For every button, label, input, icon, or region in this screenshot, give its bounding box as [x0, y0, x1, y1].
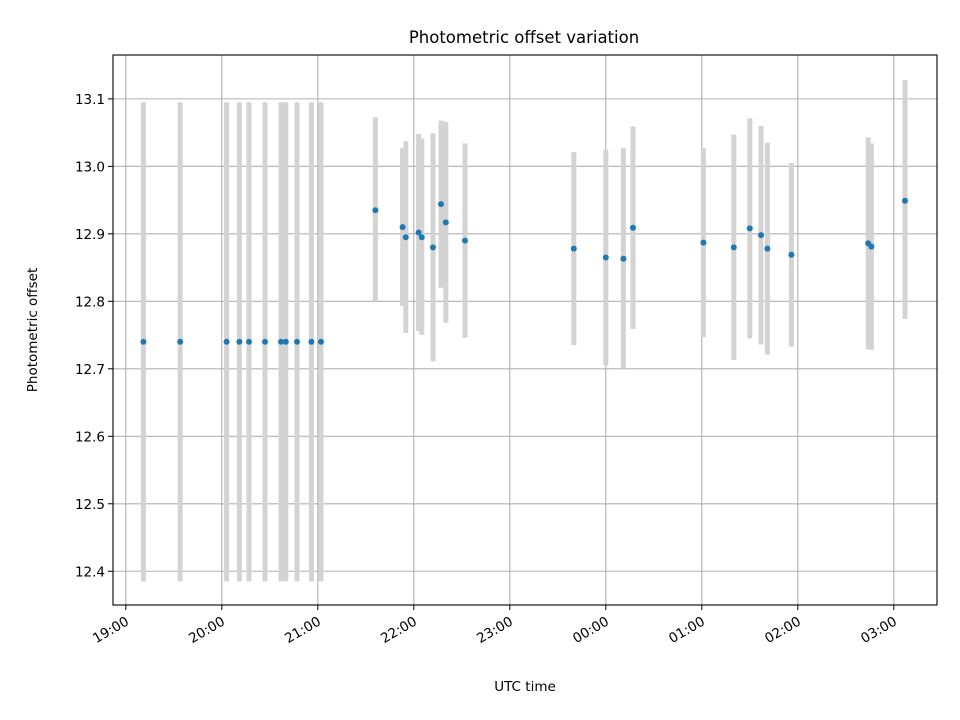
y-tick-label: 13.0 — [75, 159, 105, 175]
data-points — [140, 197, 908, 345]
x-axis-label: UTC time — [494, 679, 556, 695]
data-point — [372, 207, 379, 214]
data-point — [177, 338, 184, 345]
x-tick-label: 22:00 — [378, 614, 420, 647]
data-point — [294, 338, 300, 345]
y-axis-label: Photometric offset — [25, 268, 41, 392]
errorbars — [140, 79, 908, 582]
data-point — [278, 338, 284, 345]
x-tick-label: 00:00 — [570, 614, 612, 647]
y-tick-label: 12.7 — [75, 362, 105, 378]
data-point — [399, 224, 406, 231]
data-point — [570, 245, 577, 252]
data-point — [462, 237, 468, 244]
data-point — [730, 244, 737, 251]
data-point — [746, 225, 753, 232]
y-tick-label: 12.4 — [75, 564, 105, 580]
data-point — [318, 338, 324, 345]
data-point — [868, 243, 875, 250]
x-tick-label: 02:00 — [762, 614, 804, 647]
data-point — [262, 338, 268, 345]
data-point — [140, 338, 147, 345]
data-point — [236, 338, 243, 345]
y-tick-label: 12.8 — [75, 294, 105, 310]
y-tick-label: 12.6 — [75, 429, 105, 445]
x-tick-label: 03:00 — [858, 614, 900, 647]
data-point — [415, 229, 422, 236]
data-point — [630, 224, 636, 231]
chart-title: Photometric offset variation — [409, 28, 639, 47]
x-tick-label: 01:00 — [666, 614, 708, 647]
data-point — [700, 239, 707, 246]
data-point — [758, 232, 764, 239]
y-axis-ticks: 12.4 12.5 12.6 12.7 12.8 12.9 13.0 13.1 — [75, 92, 113, 580]
plot-frame — [112, 54, 938, 606]
x-tick-label: 21:00 — [282, 614, 324, 647]
x-axis-ticks: 19:00 20:00 21:00 22:00 23:00 00:00 01:00 02:00… — [90, 605, 900, 647]
y-tick-label: 13.1 — [75, 92, 105, 108]
data-point — [902, 197, 908, 204]
data-point — [308, 338, 315, 345]
data-point — [430, 244, 436, 251]
x-tick-label: 19:00 — [90, 614, 132, 647]
data-point — [223, 338, 230, 345]
y-tick-label: 12.5 — [75, 497, 105, 513]
data-point — [438, 201, 444, 208]
x-tick-label: 20:00 — [186, 614, 228, 647]
grid — [113, 55, 937, 605]
data-point — [620, 255, 627, 262]
data-point — [246, 338, 252, 345]
data-point — [764, 245, 771, 252]
x-tick-label: 23:00 — [474, 614, 516, 647]
data-point — [402, 234, 409, 241]
data-point — [602, 254, 609, 261]
data-point — [282, 338, 289, 345]
data-point — [442, 219, 449, 226]
y-tick-label: 12.9 — [75, 227, 105, 243]
data-point — [788, 251, 795, 258]
data-point — [418, 234, 425, 241]
